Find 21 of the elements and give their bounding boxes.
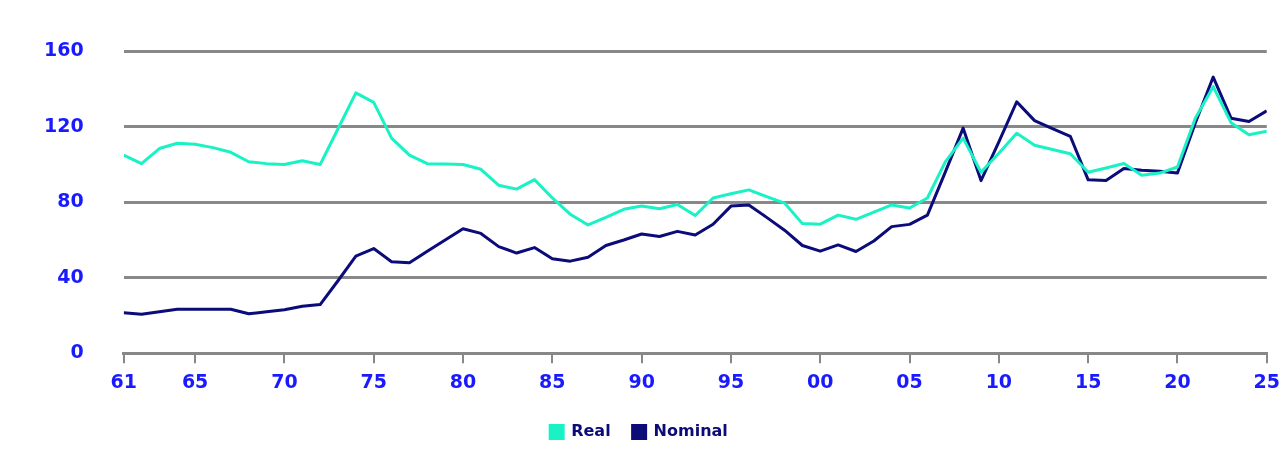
x-tick-label: 00	[807, 369, 834, 392]
x-tick-label: 95	[717, 369, 745, 392]
x-tick-label: 90	[628, 369, 655, 392]
y-tick-label: 80	[57, 189, 84, 212]
x-tick-label: 61	[110, 369, 137, 392]
legend-label: Real	[571, 421, 611, 441]
x-tick-label: 80	[449, 369, 477, 392]
x-tick-label: 20	[1164, 369, 1191, 392]
x-tick-label: 10	[985, 369, 1013, 392]
x-tick-label: 85	[539, 369, 566, 392]
x-tick-label: 75	[360, 369, 387, 392]
x-tick-label: 70	[271, 369, 298, 392]
y-tick-label: 160	[43, 38, 84, 61]
x-tick-label: 15	[1074, 369, 1102, 392]
x-tick-label: 25	[1253, 369, 1281, 392]
y-tick-label: 120	[43, 113, 84, 136]
y-tick-label: 40	[57, 264, 84, 287]
x-tick-label: 05	[896, 369, 923, 392]
y-tick-label: 0	[70, 340, 84, 363]
legend-label: Nominal	[653, 421, 728, 441]
x-tick-label: 65	[181, 369, 209, 392]
